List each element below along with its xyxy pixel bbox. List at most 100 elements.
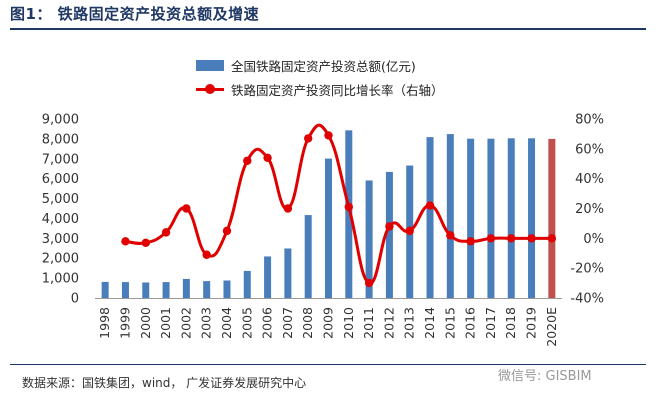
y-left-tick-label: 6,000	[42, 172, 79, 187]
growth-point-2009	[324, 131, 333, 140]
x-tick-label: 2011	[361, 307, 376, 339]
growth-point-2018	[507, 234, 516, 243]
growth-point-1999	[121, 237, 130, 246]
x-tick-label: 2003	[199, 307, 214, 339]
legend-item-bar: 全国铁路固定资产投资总额(亿元)	[196, 56, 416, 75]
x-tick-label: 2015	[442, 307, 457, 339]
y-axis-left: 0 1,000 2,000 3,000 4,000 5,000 6,000 7,000 8,00…	[42, 113, 79, 307]
growth-point-2002	[182, 204, 191, 213]
legend-line-label: 铁路固定资产投资同比增长率（右轴）	[231, 83, 444, 98]
x-tick-label: 2017	[483, 307, 498, 339]
line-series	[121, 123, 557, 288]
watermark: 微信号: GISBIM	[498, 369, 592, 384]
y-left-tick-label: 0	[71, 292, 79, 307]
growth-point-2014	[425, 201, 435, 210]
y-right-tick-label: 40%	[575, 172, 604, 187]
bar-2018	[507, 138, 515, 298]
bar-2012	[385, 171, 393, 298]
x-tick-label: 2002	[178, 307, 193, 339]
bar-2010	[345, 130, 353, 298]
bar-2001	[162, 282, 170, 298]
figure-title: 图1： 铁路固定资产投资总额及增速	[10, 5, 260, 23]
growth-point-2019	[527, 234, 536, 243]
growth-line	[125, 123, 552, 285]
legend-line-swatch	[196, 84, 224, 95]
y-left-tick-label: 2,000	[42, 252, 79, 267]
x-axis: 1998 1999 2000 2001 2002 2003 2004 2005 2006 2007…	[95, 298, 562, 347]
y-left-tick-label: 3,000	[42, 232, 79, 247]
x-tick-label: 2004	[219, 307, 234, 339]
x-tick-label: 2001	[158, 307, 173, 339]
legend-item-line: 铁路固定资产投资同比增长率（右轴）	[196, 80, 444, 99]
growth-point-2003	[202, 250, 211, 259]
y-left-tick-label: 7,000	[42, 152, 79, 167]
y-right-tick-label: 60%	[575, 142, 604, 157]
growth-point-2013	[405, 226, 414, 236]
y-right-tick-label: 0%	[583, 232, 604, 247]
growth-point-2007	[283, 204, 293, 213]
y-left-tick-label: 8,000	[42, 132, 79, 147]
x-tick-label: 2008	[300, 307, 315, 339]
growth-point-2020E	[547, 234, 557, 243]
y-left-tick-label: 9,000	[42, 113, 79, 128]
bar-2004	[223, 280, 231, 298]
bar-2009	[325, 158, 332, 298]
bar-2000	[142, 282, 150, 298]
bar-2019	[528, 138, 536, 298]
growth-point-2001	[161, 228, 171, 237]
bar-1998	[101, 281, 109, 298]
x-tick-label: 2007	[280, 307, 295, 339]
x-tick-label: 2020E	[544, 307, 559, 347]
bar-series	[101, 130, 556, 298]
y-right-tick-label: -40%	[570, 292, 604, 307]
x-tick-label: 1998	[97, 307, 112, 339]
y-right-tick-label: 80%	[575, 113, 604, 128]
title-rule	[10, 28, 646, 30]
bar-1999	[121, 282, 129, 298]
growth-point-2000	[141, 238, 150, 248]
y-left-tick-label: 4,000	[42, 212, 79, 227]
bar-2008	[304, 215, 312, 298]
legend-bar-label: 全国铁路固定资产投资总额(亿元)	[231, 59, 416, 74]
y-left-tick-label: 1,000	[42, 272, 79, 287]
x-tick-label: 1999	[117, 307, 132, 339]
bottom-rule	[10, 364, 646, 365]
x-tick-label: 2014	[422, 307, 437, 339]
growth-point-2012	[385, 222, 394, 231]
bar-2005	[243, 270, 251, 298]
x-tick-label: 2018	[503, 307, 518, 339]
y-left-tick-label: 5,000	[42, 192, 79, 207]
growth-point-2008	[303, 134, 313, 143]
bar-2020E	[548, 138, 556, 298]
bar-2006	[264, 256, 272, 298]
y-axis-right: -40% -20% 0% 20% 40% 60% 80%	[570, 113, 604, 307]
growth-point-2010	[344, 202, 354, 212]
growth-point-2016	[466, 237, 475, 246]
bar-2017	[487, 138, 495, 298]
growth-point-2006	[263, 153, 272, 162]
x-tick-label: 2019	[524, 307, 539, 339]
legend-bar-swatch	[196, 60, 224, 71]
bar-2016	[467, 138, 475, 298]
source-note: 数据来源：国铁集团，wind， 广发证券发展研究中心	[22, 376, 307, 390]
x-tick-label: 2012	[381, 307, 396, 339]
bar-2015	[446, 134, 454, 298]
x-tick-label: 2010	[341, 307, 356, 339]
growth-point-2015	[446, 231, 455, 240]
y-right-tick-label: -20%	[570, 262, 604, 277]
x-tick-label: 2013	[402, 307, 417, 339]
bar-2002	[182, 278, 190, 298]
bar-2007	[284, 248, 292, 298]
growth-point-2005	[243, 156, 252, 165]
bar-2014	[426, 137, 434, 298]
growth-point-2017	[486, 234, 496, 243]
bar-2011	[365, 180, 373, 298]
x-tick-label: 2009	[321, 307, 336, 339]
x-tick-label: 2005	[239, 307, 254, 339]
growth-point-2004	[222, 226, 232, 236]
growth-point-2011	[364, 278, 374, 288]
x-tick-label: 2016	[463, 307, 478, 339]
x-tick-label: 2006	[260, 307, 275, 339]
bar-2003	[203, 281, 211, 298]
